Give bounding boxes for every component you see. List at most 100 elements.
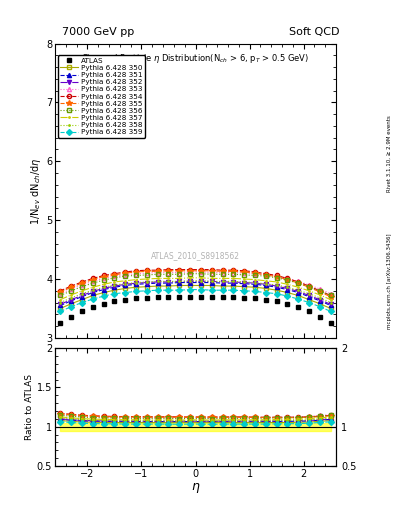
Pythia 6.428 350 bbox=[242, 284, 246, 290]
Pythia 6.428 354 bbox=[166, 267, 171, 273]
Pythia 6.428 353 bbox=[263, 272, 268, 278]
Pythia 6.428 354 bbox=[307, 283, 311, 289]
Pythia 6.428 350 bbox=[296, 292, 301, 298]
Pythia 6.428 356 bbox=[58, 292, 63, 298]
Pythia 6.428 351 bbox=[263, 283, 268, 289]
Pythia 6.428 358 bbox=[209, 279, 214, 285]
Line: Pythia 6.428 357: Pythia 6.428 357 bbox=[59, 276, 332, 301]
Text: ATLAS_2010_S8918562: ATLAS_2010_S8918562 bbox=[151, 251, 240, 260]
Pythia 6.428 353 bbox=[253, 271, 257, 277]
Pythia 6.428 359 bbox=[188, 287, 193, 293]
ATLAS bbox=[145, 295, 149, 301]
Pythia 6.428 353 bbox=[307, 282, 311, 288]
Pythia 6.428 353 bbox=[177, 269, 182, 275]
Y-axis label: 1/N$_{ev}$ dN$_{ch}$/d$\eta$: 1/N$_{ev}$ dN$_{ch}$/d$\eta$ bbox=[29, 157, 43, 225]
Pythia 6.428 358 bbox=[101, 284, 106, 290]
Pythia 6.428 352 bbox=[155, 279, 160, 285]
Pythia 6.428 351 bbox=[253, 281, 257, 287]
Line: Pythia 6.428 358: Pythia 6.428 358 bbox=[59, 280, 332, 304]
Pythia 6.428 351 bbox=[242, 281, 246, 287]
Pythia 6.428 354 bbox=[209, 267, 214, 273]
Pythia 6.428 356 bbox=[80, 284, 84, 290]
Pythia 6.428 352 bbox=[328, 301, 333, 307]
Pythia 6.428 351 bbox=[274, 284, 279, 290]
Pythia 6.428 352 bbox=[296, 288, 301, 294]
ATLAS bbox=[58, 320, 63, 326]
ATLAS bbox=[220, 294, 225, 301]
Pythia 6.428 359 bbox=[242, 288, 246, 294]
Pythia 6.428 350 bbox=[80, 296, 84, 303]
Pythia 6.428 355 bbox=[274, 273, 279, 280]
Pythia 6.428 350 bbox=[90, 292, 95, 298]
Pythia 6.428 357 bbox=[112, 279, 117, 285]
Pythia 6.428 353 bbox=[80, 282, 84, 288]
Pythia 6.428 350 bbox=[145, 284, 149, 290]
Pythia 6.428 350 bbox=[263, 285, 268, 291]
Pythia 6.428 350 bbox=[198, 283, 203, 289]
Line: ATLAS: ATLAS bbox=[58, 294, 333, 326]
Line: Pythia 6.428 350: Pythia 6.428 350 bbox=[58, 284, 333, 310]
Pythia 6.428 357 bbox=[220, 275, 225, 282]
Pythia 6.428 352 bbox=[188, 279, 193, 285]
Pythia 6.428 355 bbox=[242, 269, 246, 275]
Pythia 6.428 351 bbox=[58, 303, 63, 309]
Pythia 6.428 352 bbox=[274, 283, 279, 289]
Pythia 6.428 352 bbox=[90, 288, 95, 294]
Pythia 6.428 353 bbox=[242, 270, 246, 276]
Pythia 6.428 355 bbox=[58, 289, 63, 295]
Pythia 6.428 356 bbox=[242, 272, 246, 278]
Pythia 6.428 353 bbox=[220, 269, 225, 275]
Pythia 6.428 358 bbox=[263, 281, 268, 287]
Pythia 6.428 356 bbox=[145, 272, 149, 278]
ATLAS bbox=[274, 298, 279, 305]
Pythia 6.428 354 bbox=[58, 288, 63, 294]
Pythia 6.428 358 bbox=[112, 282, 117, 288]
Pythia 6.428 350 bbox=[112, 287, 117, 293]
ATLAS bbox=[242, 295, 246, 301]
Pythia 6.428 353 bbox=[328, 291, 333, 297]
Line: Pythia 6.428 352: Pythia 6.428 352 bbox=[58, 279, 333, 306]
Pythia 6.428 354 bbox=[274, 272, 279, 279]
Pythia 6.428 358 bbox=[318, 295, 322, 301]
Pythia 6.428 351 bbox=[285, 287, 290, 293]
Pythia 6.428 354 bbox=[80, 279, 84, 285]
Pythia 6.428 355 bbox=[112, 272, 117, 278]
Pythia 6.428 359 bbox=[134, 288, 138, 294]
Pythia 6.428 351 bbox=[188, 280, 193, 286]
Pythia 6.428 355 bbox=[209, 268, 214, 274]
Pythia 6.428 354 bbox=[220, 267, 225, 273]
Pythia 6.428 356 bbox=[318, 288, 322, 294]
Pythia 6.428 357 bbox=[253, 276, 257, 283]
Pythia 6.428 359 bbox=[123, 289, 128, 295]
Legend: ATLAS, Pythia 6.428 350, Pythia 6.428 351, Pythia 6.428 352, Pythia 6.428 353, P: ATLAS, Pythia 6.428 350, Pythia 6.428 35… bbox=[58, 55, 145, 138]
Pythia 6.428 357 bbox=[285, 281, 290, 287]
Pythia 6.428 357 bbox=[274, 279, 279, 285]
Pythia 6.428 358 bbox=[188, 278, 193, 284]
Pythia 6.428 355 bbox=[307, 284, 311, 290]
Pythia 6.428 351 bbox=[90, 289, 95, 295]
Pythia 6.428 357 bbox=[134, 276, 138, 283]
Pythia 6.428 356 bbox=[198, 271, 203, 277]
Pythia 6.428 358 bbox=[231, 279, 236, 285]
Pythia 6.428 357 bbox=[166, 275, 171, 282]
Pythia 6.428 354 bbox=[198, 267, 203, 273]
Pythia 6.428 352 bbox=[145, 280, 149, 286]
Pythia 6.428 356 bbox=[263, 273, 268, 279]
ATLAS bbox=[188, 293, 193, 300]
Pythia 6.428 357 bbox=[90, 284, 95, 290]
Pythia 6.428 350 bbox=[69, 301, 73, 307]
Text: Rivet 3.1.10, ≥ 2.9M events: Rivet 3.1.10, ≥ 2.9M events bbox=[387, 115, 392, 192]
Pythia 6.428 355 bbox=[318, 289, 322, 295]
Pythia 6.428 353 bbox=[285, 275, 290, 282]
ATLAS bbox=[177, 293, 182, 300]
Line: Pythia 6.428 354: Pythia 6.428 354 bbox=[58, 267, 333, 297]
Pythia 6.428 354 bbox=[123, 269, 128, 275]
Pythia 6.428 350 bbox=[285, 289, 290, 295]
Pythia 6.428 358 bbox=[220, 279, 225, 285]
Pythia 6.428 350 bbox=[134, 284, 138, 290]
Pythia 6.428 355 bbox=[263, 272, 268, 278]
Pythia 6.428 358 bbox=[307, 291, 311, 297]
Pythia 6.428 358 bbox=[253, 280, 257, 286]
Pythia 6.428 355 bbox=[101, 273, 106, 280]
Pythia 6.428 359 bbox=[231, 287, 236, 293]
